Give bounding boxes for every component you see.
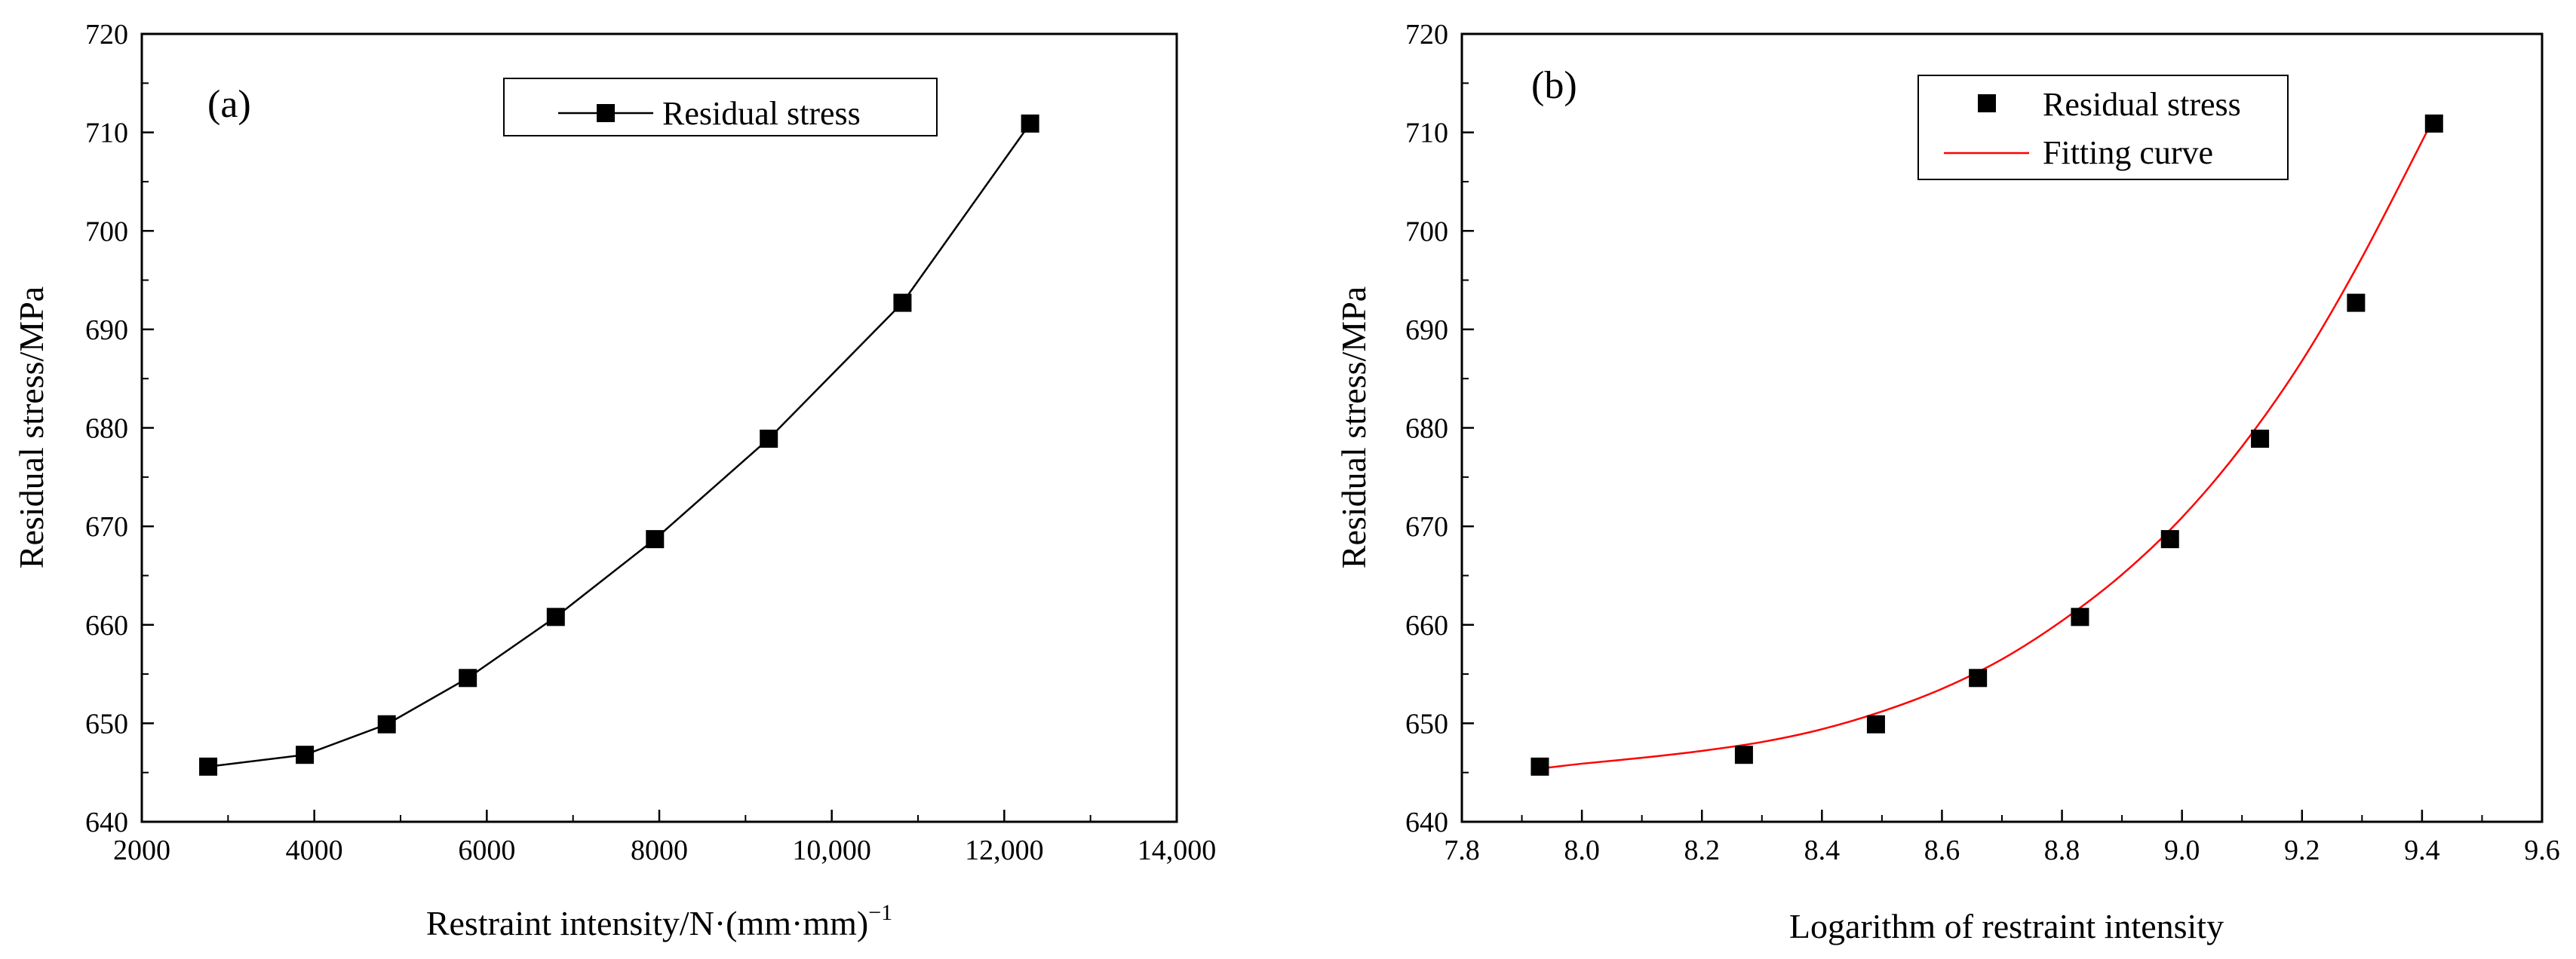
y-tick-label-b: 680 bbox=[1405, 413, 1448, 445]
x-tick-label-b: 9.6 bbox=[2524, 835, 2560, 866]
data-point-a bbox=[760, 429, 778, 448]
legend-marker-b bbox=[1978, 94, 1996, 112]
data-point-a bbox=[893, 293, 912, 312]
y-tick-label-b: 660 bbox=[1405, 610, 1448, 642]
x-tick-label-a: 14,000 bbox=[1138, 835, 1217, 866]
y-axis-title-b: Residual stress/MPa bbox=[1334, 286, 1373, 568]
data-point-b bbox=[1969, 669, 1988, 688]
series-line-a-0 bbox=[207, 123, 1031, 768]
data-point-b bbox=[1866, 715, 1885, 734]
legend-box-a bbox=[503, 78, 938, 136]
x-axis-title-b: Logarithm of restraint intensity bbox=[1789, 907, 2224, 945]
data-point-b bbox=[2347, 293, 2366, 312]
x-tick-label-b: 8.4 bbox=[1804, 835, 1841, 866]
panel-label-a: (a) bbox=[207, 83, 251, 126]
x-tick-label-a: 6000 bbox=[458, 835, 515, 866]
y-tick-label-b: 650 bbox=[1405, 708, 1448, 740]
y-tick-label-a: 690 bbox=[85, 314, 128, 346]
legend-label-b-points: Residual stress bbox=[2043, 86, 2241, 123]
y-tick-label-a: 650 bbox=[85, 708, 128, 740]
plot-frame-a bbox=[140, 32, 1178, 823]
x-tick-label-b: 9.0 bbox=[2164, 835, 2200, 866]
x-tick-label-b: 8.6 bbox=[1924, 835, 1960, 866]
data-point-b bbox=[2160, 530, 2179, 549]
x-tick-label-a: 2000 bbox=[113, 835, 170, 866]
y-tick-label-a: 660 bbox=[85, 610, 128, 642]
data-point-b bbox=[1734, 746, 1753, 764]
data-point-b bbox=[2251, 429, 2270, 448]
y-tick-label-a: 670 bbox=[85, 511, 128, 543]
x-tick-label-a: 4000 bbox=[286, 835, 343, 866]
data-point-a bbox=[1021, 114, 1039, 133]
x-tick-label-a: 10,000 bbox=[792, 835, 871, 866]
y-tick-label-a: 640 bbox=[85, 807, 128, 838]
y-tick-label-b: 710 bbox=[1405, 118, 1448, 149]
legend-label-a: Residual stress bbox=[662, 95, 861, 132]
x-tick-label-b: 7.8 bbox=[1444, 835, 1480, 866]
x-axis-title-a-main: Restraint intensity/N·(mm·mm) bbox=[426, 904, 868, 942]
x-tick-label-b: 8.0 bbox=[1564, 835, 1600, 866]
data-point-a bbox=[646, 530, 665, 549]
y-tick-label-b: 670 bbox=[1405, 511, 1448, 543]
x-axis-title-a: Restraint intensity/N·(mm·mm)−1 bbox=[426, 900, 892, 942]
y-tick-label-a: 710 bbox=[85, 118, 128, 149]
y-tick-label-a: 700 bbox=[85, 216, 128, 247]
series-line-b-1 bbox=[1540, 117, 2435, 770]
legend-box-b bbox=[1917, 75, 2289, 180]
legend-label-b-fit: Fitting curve bbox=[2043, 134, 2213, 171]
x-tick-label-b: 8.2 bbox=[1684, 835, 1720, 866]
data-point-b bbox=[2424, 114, 2443, 133]
data-point-a bbox=[296, 746, 315, 764]
panel-b: 7.8 8.0 8.2 8.4 8.6 8.8 9.0 9.2 9.4 9.6 640 650 660 6… bbox=[1334, 19, 2560, 945]
y-tick-label-b: 690 bbox=[1405, 314, 1448, 346]
y-tick-label-a: 680 bbox=[85, 413, 128, 445]
ticks-a: 2000 4000 6000 8000 10,000 12,000 14,000 640 650… bbox=[85, 19, 1216, 866]
data-point-b bbox=[2071, 608, 2089, 627]
y-tick-label-b: 700 bbox=[1405, 216, 1448, 247]
legend-a: Residual stress bbox=[503, 78, 938, 136]
x-tick-label-a: 12,000 bbox=[965, 835, 1044, 866]
panel-label-b: (b) bbox=[1531, 64, 1577, 107]
data-point-a bbox=[546, 608, 565, 627]
x-tick-label-b: 8.8 bbox=[2044, 835, 2080, 866]
y-axis-title-a: Residual stress/MPa bbox=[12, 286, 51, 568]
y-tick-label-b: 640 bbox=[1405, 807, 1448, 838]
ticks-b: 7.8 8.0 8.2 8.4 8.6 8.8 9.0 9.2 9.4 9.6 640 650 660 6… bbox=[1405, 19, 2560, 866]
data-point-a bbox=[199, 757, 218, 776]
y-tick-label-a: 720 bbox=[85, 19, 128, 51]
x-tick-label-b: 9.2 bbox=[2284, 835, 2320, 866]
x-tick-label-b: 9.4 bbox=[2404, 835, 2440, 866]
panel-a: 2000 4000 6000 8000 10,000 12,000 14,000 640 650… bbox=[12, 19, 1216, 942]
data-point-b bbox=[1531, 757, 1549, 776]
x-tick-label-a: 8000 bbox=[631, 835, 688, 866]
y-tick-label-b: 720 bbox=[1405, 19, 1448, 51]
plot-area-b bbox=[1531, 114, 2443, 776]
data-point-a bbox=[459, 669, 477, 688]
legend-marker-a bbox=[597, 104, 615, 122]
legend-b: Residual stress Fitting curve bbox=[1917, 75, 2289, 180]
x-axis-title-a-superscript: −1 bbox=[868, 900, 892, 925]
data-point-a bbox=[377, 715, 396, 734]
plot-area-a bbox=[199, 114, 1039, 776]
